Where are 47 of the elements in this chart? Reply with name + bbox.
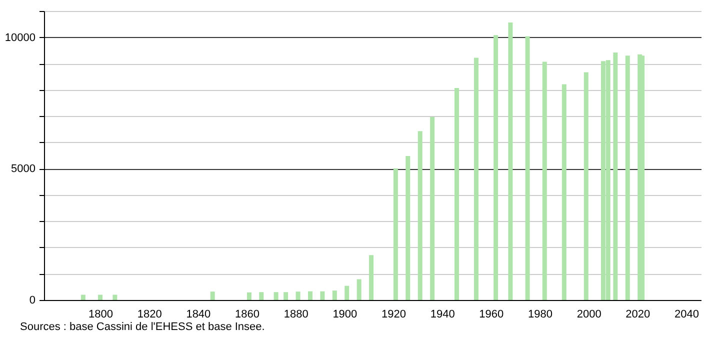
- bar: [613, 52, 618, 300]
- x-tick-label: 1900: [332, 308, 358, 320]
- bar: [210, 292, 215, 300]
- y-tick-label: 10000: [4, 32, 36, 44]
- bar: [393, 168, 398, 300]
- x-tick-label: 1940: [430, 308, 455, 320]
- bar: [508, 22, 513, 300]
- bar: [418, 131, 422, 300]
- x-tick-label: 2020: [626, 308, 650, 320]
- x-tick-label: 1840: [186, 308, 211, 320]
- bar: [320, 291, 325, 300]
- x-tick-label: 2040: [674, 308, 699, 320]
- x-tick-label: 1880: [284, 308, 308, 320]
- x-tick-label: 2000: [576, 308, 602, 320]
- x-tick-label: 1920: [382, 308, 406, 320]
- bar: [356, 279, 362, 300]
- bar: [332, 290, 337, 300]
- x-tick-label: 1820: [137, 308, 162, 320]
- bar: [308, 291, 312, 300]
- bar: [344, 286, 350, 300]
- bar: [562, 84, 566, 300]
- bar: [112, 294, 118, 300]
- bar: [246, 292, 252, 300]
- bar: [284, 292, 288, 300]
- y-tick-label: 0: [29, 294, 36, 306]
- bar: [542, 62, 547, 300]
- bar: [525, 36, 530, 300]
- bar: [640, 56, 645, 300]
- bar: [98, 294, 103, 300]
- x-tick-label: 1860: [235, 308, 260, 320]
- bar: [584, 72, 588, 300]
- bar: [454, 88, 459, 300]
- source-note: Sources : base Cassini de l'EHESS et base Insee.: [20, 321, 265, 333]
- bar: [296, 292, 300, 300]
- bar: [625, 56, 630, 300]
- bar: [259, 292, 264, 300]
- bar: [80, 294, 86, 300]
- x-tick-label: 1800: [88, 308, 114, 320]
- bar: [474, 58, 479, 300]
- y-tick-label: 5000: [11, 163, 36, 176]
- x-tick-label: 1960: [479, 308, 504, 320]
- bar: [369, 255, 374, 300]
- bar: [274, 292, 278, 300]
- bar: [406, 156, 410, 300]
- bar: [494, 35, 498, 300]
- bar: [430, 116, 435, 300]
- x-tick-label: 1980: [528, 308, 552, 320]
